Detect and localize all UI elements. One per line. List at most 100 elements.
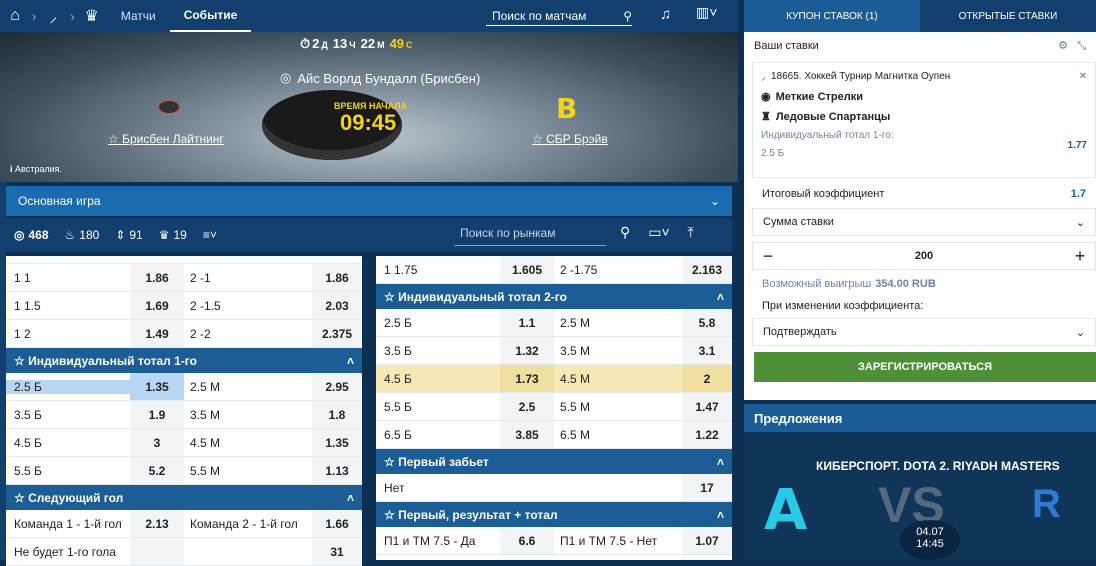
odds-button[interactable]: 5.8 [682, 309, 732, 336]
odds-button[interactable]: 1.1 [500, 309, 554, 336]
odds-change-select[interactable]: Подтверждать ⌄ [752, 318, 1096, 346]
offers-panel: Предложения КИБЕРСПОРТ. DOTA 2. RIYADH M… [744, 404, 1096, 560]
offer-event[interactable]: КИБЕРСПОРТ. DOTA 2. RIYADH MASTERS [816, 459, 1060, 473]
odds-button[interactable]: 1.47 [682, 393, 732, 420]
group-header[interactable]: ☆ Первый, результат + тотал ˄ [376, 502, 732, 527]
group-header[interactable]: ☆ Индивидуальный тотал 1-го ˄ [6, 348, 362, 373]
filter-menu[interactable]: ≡˅ [203, 228, 217, 242]
chevron-up-icon[interactable]: ˄ [716, 454, 724, 469]
table-row: 6.5 Б 3.85 6.5 М 1.22 [376, 421, 732, 449]
odds-button[interactable]: 3 [130, 429, 184, 456]
star-icon[interactable]: ☆ [384, 507, 399, 522]
offer-datetime: 04.07 14:45 [900, 520, 960, 560]
list-icon: ≡˅ [202, 228, 217, 242]
chevron-down-icon: ⌄ [1075, 326, 1085, 339]
odds-button[interactable]: 1.8 [312, 401, 362, 428]
match-search-input[interactable]: Поиск по матчам ⚲ [486, 6, 632, 26]
group-header[interactable]: ☆ Индивидуальный тотал 2-го ˄ [376, 284, 732, 309]
group-header[interactable]: ☆ Следующий гол ˄ [6, 485, 362, 510]
collapse-icon[interactable]: ⤡ [1077, 40, 1086, 52]
group-title: Следующий гол [28, 490, 124, 505]
timer-days-unit: Д [321, 40, 328, 50]
hockey-stick-icon[interactable]: ⸝ [49, 9, 58, 26]
odds-button[interactable]: 17 [682, 474, 732, 501]
tab-open-bets[interactable]: ОТКРЫТЫЕ СТАВКИ [920, 0, 1096, 32]
odds-button[interactable]: 3.1 [682, 337, 732, 364]
trophy-icon[interactable]: ♛ [84, 8, 99, 25]
odds-button[interactable]: 2 [682, 365, 732, 392]
collapse-icon[interactable]: ⤒ [687, 224, 694, 240]
odds-button[interactable]: 2.95 [312, 373, 362, 400]
odds-button[interactable]: 5.2 [130, 457, 184, 484]
odds-button[interactable]: 1.69 [130, 292, 184, 319]
odds-button[interactable]: 1.73 [500, 365, 554, 392]
odds-button[interactable]: 1.66 [312, 510, 362, 537]
filter-cups[interactable]: ♛ 19 [159, 228, 187, 242]
chevron-up-icon[interactable]: ˄ [346, 490, 354, 505]
odds-button[interactable]: 1.35 [130, 373, 184, 400]
stats-chart-icon[interactable]: ▥˅ [696, 4, 718, 20]
odds-button[interactable]: 1.07 [682, 527, 732, 554]
odds-button[interactable]: 1.605 [500, 256, 554, 283]
nav-matches[interactable]: Матчи [120, 9, 156, 23]
odds-button[interactable]: 1.86 [130, 264, 184, 291]
team2[interactable]: ☆ СБР Брэйв [532, 132, 608, 146]
star-icon[interactable]: ☆ [14, 353, 29, 368]
odds-button[interactable]: 1.22 [682, 421, 732, 448]
layout-icon[interactable]: ▭˅ [648, 224, 670, 240]
odds-button[interactable]: 1.13 [312, 457, 362, 484]
right-group3-rows: П1 и ТМ 7.5 - Да 6.6 П1 и ТМ 7.5 - Нет 1.07 [376, 527, 732, 555]
main-game-dropdown[interactable]: Основная игра ⌄ [6, 186, 732, 216]
star-icon[interactable]: ☆ [384, 289, 399, 304]
odds-button[interactable] [130, 538, 184, 565]
star-icon[interactable]: ☆ [14, 490, 29, 505]
odds-button[interactable]: 1.9 [130, 401, 184, 428]
odds-button[interactable]: 6.6 [500, 527, 554, 554]
odds-button[interactable]: 1.32 [500, 337, 554, 364]
filter-diff[interactable]: ⇕ 91 [115, 228, 142, 242]
odds-button[interactable]: 31 [312, 538, 362, 565]
group-header[interactable]: ☆ Первый забьет ˄ [376, 449, 732, 474]
search-icon[interactable]: ⚲ [623, 8, 632, 23]
register-button[interactable]: ЗАРЕГИСТРИРОВАТЬСЯ [754, 352, 1096, 382]
team1-name[interactable]: Брисбен Лайтнинг [122, 132, 224, 146]
stake-input[interactable]: 200 [914, 250, 934, 262]
chevron-up-icon[interactable]: ˄ [716, 507, 724, 522]
odds-button[interactable]: 2.5 [500, 393, 554, 420]
filter-all[interactable]: ◎ 468 [14, 228, 49, 242]
odds-button[interactable]: 1.49 [130, 320, 184, 347]
tab-coupon[interactable]: КУПОН СТАВОК (1) [744, 0, 920, 32]
bell-icon[interactable]: ♫ [660, 6, 672, 23]
star-icon[interactable]: ☆ [108, 132, 123, 146]
total-odds-label: Итоговый коэффициент [762, 188, 885, 200]
odds-button[interactable]: 1.35 [312, 429, 362, 456]
odds-button[interactable]: 2.03 [312, 292, 362, 319]
odds-button[interactable]: 1.86 [312, 264, 362, 291]
team1[interactable]: ☆ Брисбен Лайтнинг [108, 132, 224, 146]
chevron-up-icon[interactable]: ˄ [346, 353, 354, 368]
filter-hot[interactable]: ♨ 180 [65, 228, 100, 242]
odds-change-label: При изменении коэффициента: [762, 300, 924, 312]
odds-button[interactable]: 2.13 [130, 510, 184, 537]
updown-icon: ⇕ [115, 228, 126, 242]
plus-button[interactable]: + [1074, 245, 1086, 266]
table-row: 1 1.75 1.605 2 -1.75 2.163 [376, 256, 732, 284]
minus-button[interactable]: − [762, 245, 774, 266]
bet-odds: 1.77 [1067, 140, 1087, 151]
search-icon[interactable]: ⚲ [620, 224, 631, 240]
stake-select[interactable]: Сумма ставки ⌄ [752, 208, 1096, 236]
right-group1-rows: 2.5 Б 1.1 2.5 М 5.8 3.5 Б 1.32 3.5 М 3.1 4.5 Б 1.… [376, 309, 732, 449]
nav-event[interactable]: Событие [169, 0, 252, 32]
bet-market: Индивидуальный тотал 1-го: [761, 130, 894, 141]
star-icon[interactable]: ☆ [384, 454, 399, 469]
star-icon[interactable]: ☆ [532, 132, 547, 146]
gear-icon[interactable]: ⚙ [1058, 40, 1069, 52]
home-icon[interactable]: ⌂ [10, 7, 20, 24]
odds-button[interactable]: 2.163 [682, 256, 732, 283]
odds-button[interactable]: 2.375 [312, 320, 362, 347]
chevron-up-icon[interactable]: ˄ [716, 289, 724, 304]
team2-name[interactable]: СБР Брэйв [546, 132, 608, 146]
odds-button[interactable]: 3.85 [500, 421, 554, 448]
market-search-input[interactable]: Поиск по рынкам [454, 226, 606, 246]
close-icon[interactable]: ✕ [1078, 70, 1087, 82]
